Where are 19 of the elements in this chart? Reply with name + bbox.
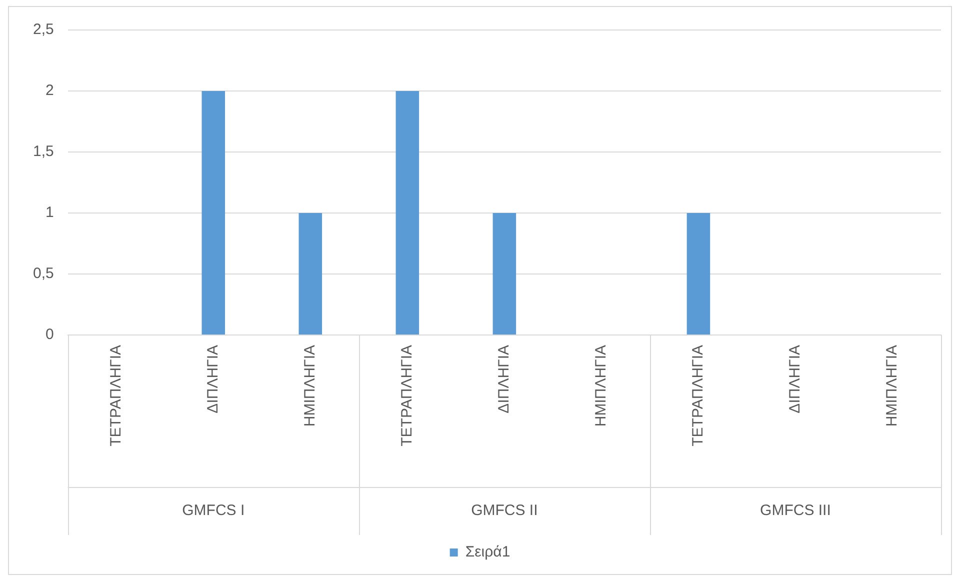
text: GMFCS II	[471, 502, 538, 520]
text: GMFCS III	[760, 502, 831, 520]
x-tick-label: ΔΙΠΛΗΓΙΑ	[204, 345, 222, 414]
y-tick-label: 1,5	[32, 143, 54, 160]
y-tick-label: 2	[46, 82, 54, 100]
x-tick-label: ΔΙΠΛΗΓΙΑ	[496, 345, 513, 414]
text: GMFCS I	[182, 502, 245, 520]
x-tick-label: ΗΜΙΠΛΗΓΙΑ	[302, 345, 319, 427]
y-tick-label: 1	[46, 204, 54, 222]
y-tick-label: 0,5	[32, 265, 54, 282]
x-tick-label: ΗΜΙΠΛΗΓΙΑ	[884, 345, 901, 427]
x-tick-label: ΤΕΤΡΑΠΛΗΓΙΑ	[108, 345, 124, 446]
y-tick-label: 0	[46, 326, 54, 344]
x-tick-label: ΤΕΤΡΑΠΛΗΓΙΑ	[690, 345, 707, 446]
legend-label: Σειρά1	[465, 544, 510, 561]
y-tick-label: 2,5	[32, 21, 54, 38]
x-tick-label: ΔΙΠΛΗΓΙΑ	[786, 345, 804, 414]
x-tick-label: ΤΕΤΡΑΠΛΗΓΙΑ	[398, 345, 416, 446]
x-tick-label: ΗΜΙΠΛΗΓΙΑ	[592, 345, 610, 427]
